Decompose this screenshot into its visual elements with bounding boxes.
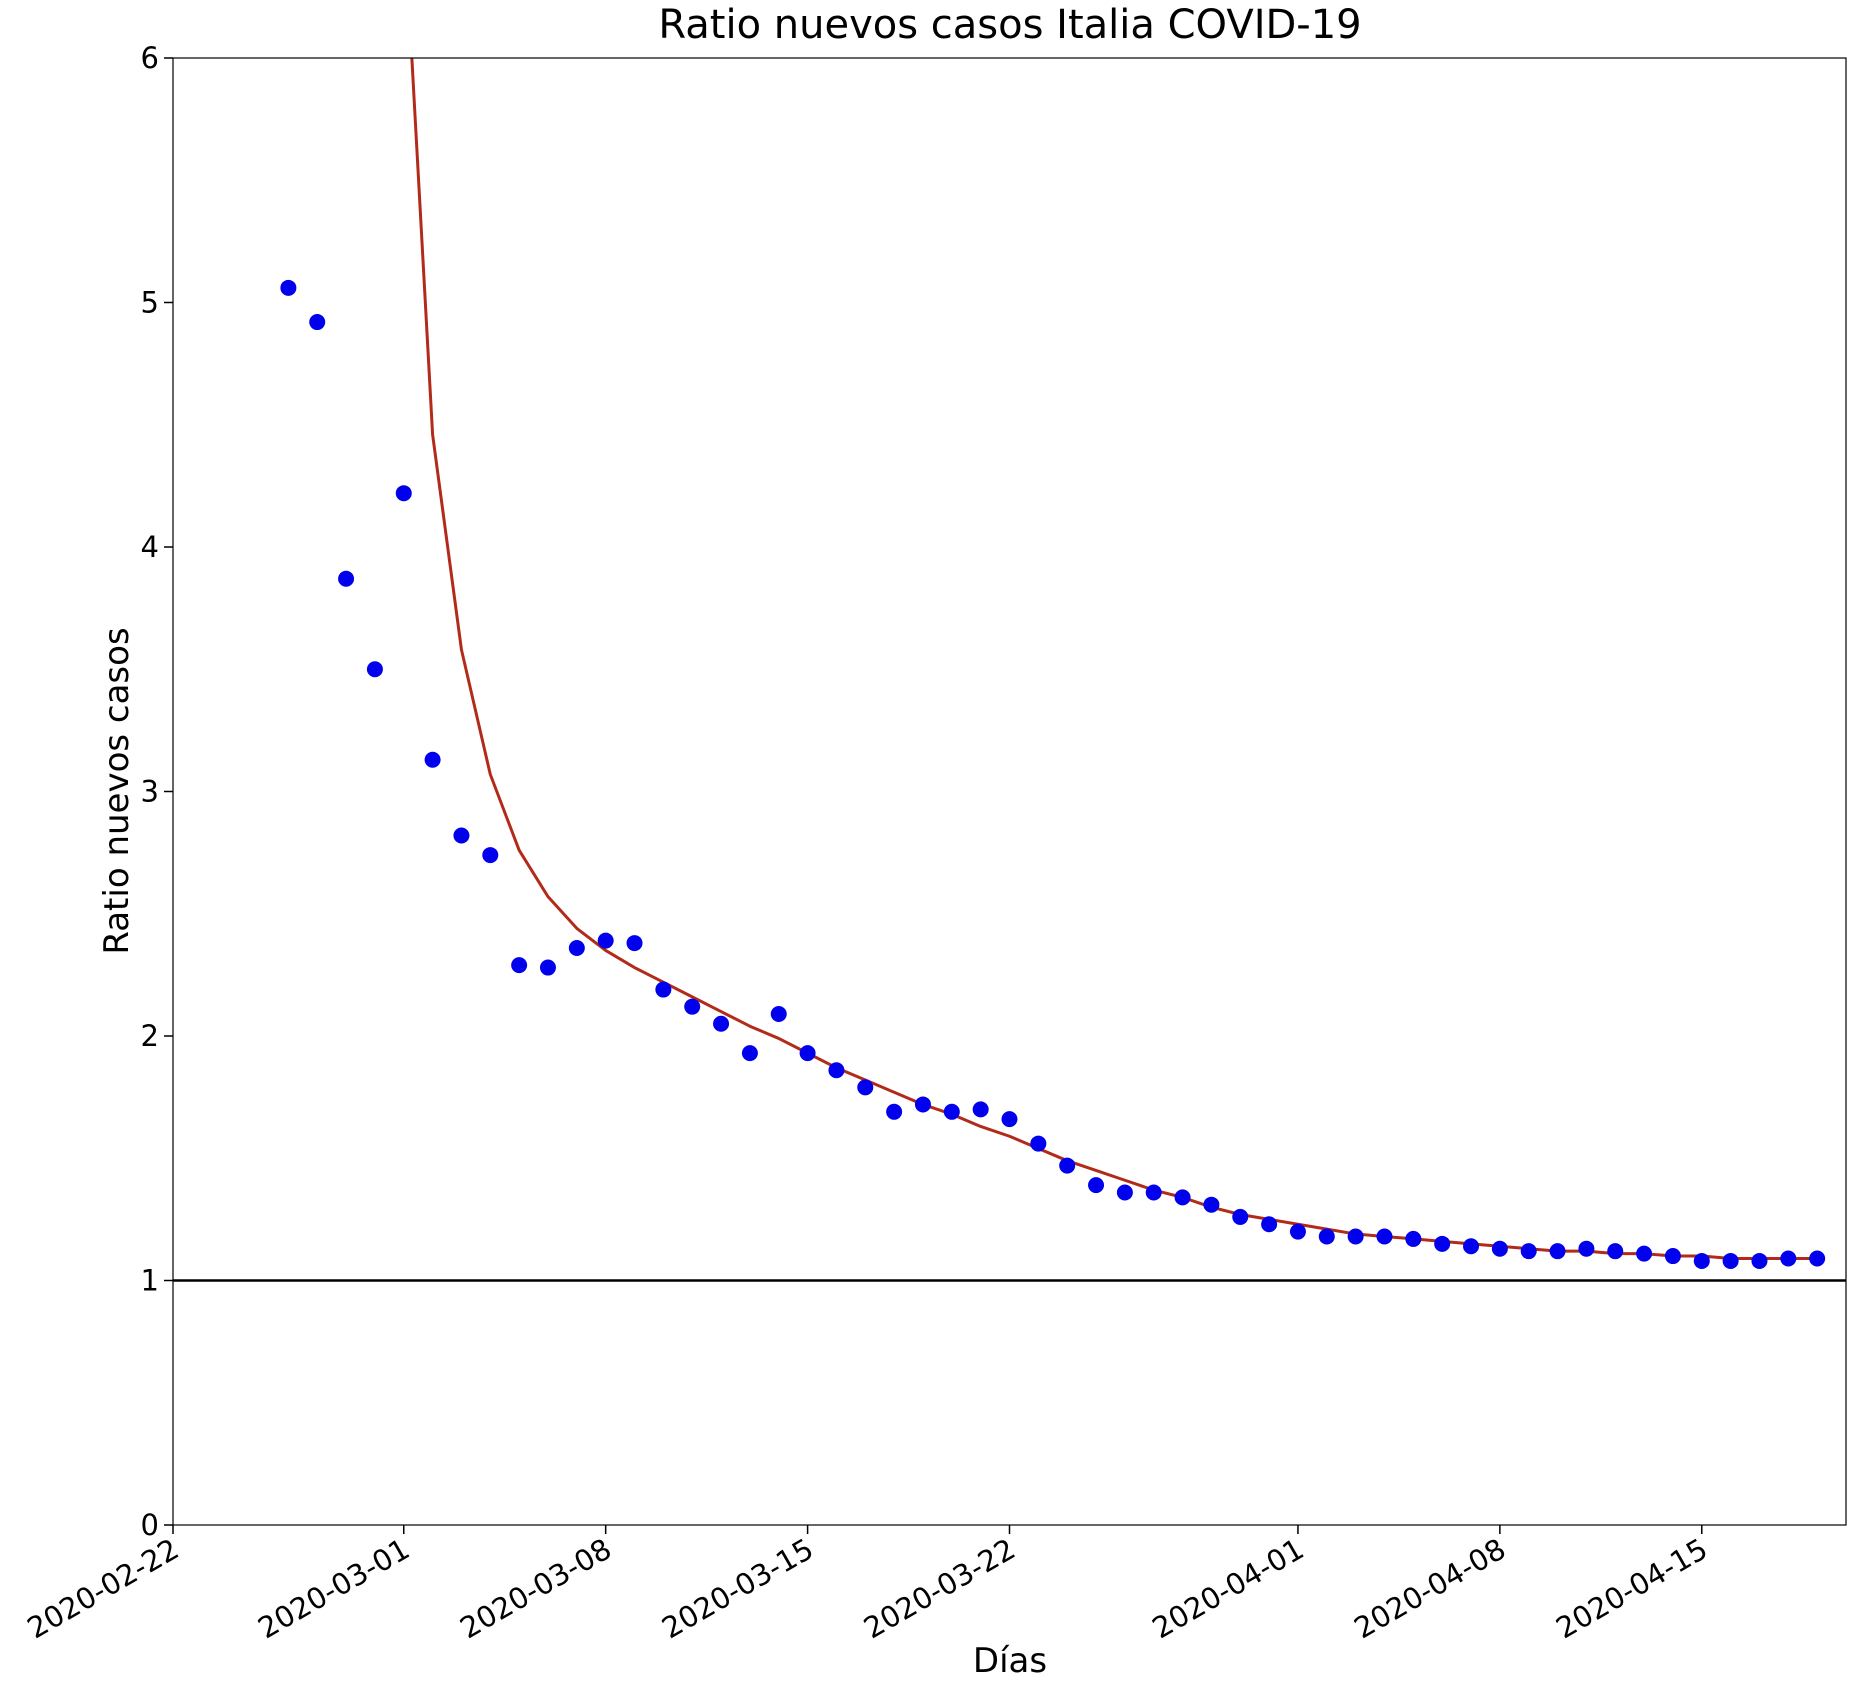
data-point	[1780, 1250, 1797, 1267]
data-point	[1636, 1245, 1653, 1262]
data-point	[309, 314, 326, 331]
x-tick-label: 2020-04-15	[1550, 1532, 1713, 1646]
x-tick-label: 2020-03-22	[858, 1532, 1021, 1646]
data-point	[1463, 1238, 1480, 1255]
data-point	[280, 279, 297, 296]
data-point	[1607, 1243, 1624, 1260]
x-axis-ticks: 2020-02-22 2020-03-01 2020-03-08 2020-03-15…	[22, 1525, 1713, 1646]
x-tick-label: 2020-04-08	[1348, 1532, 1511, 1646]
x-tick-label: 2020-03-15	[656, 1532, 819, 1646]
data-point	[1578, 1240, 1595, 1257]
data-point	[655, 981, 672, 998]
data-point	[1434, 1235, 1451, 1252]
data-point	[1549, 1243, 1566, 1260]
data-point	[1203, 1196, 1220, 1213]
data-point	[1722, 1252, 1739, 1269]
x-axis-label: Días	[973, 1641, 1047, 1681]
data-point	[1405, 1230, 1422, 1247]
data-point	[886, 1103, 903, 1120]
y-tick-label: 0	[141, 1508, 159, 1542]
data-point	[1751, 1252, 1768, 1269]
data-point	[1491, 1240, 1508, 1257]
chart-title: Ratio nuevos casos Italia COVID-19	[658, 2, 1361, 48]
data-point	[366, 661, 383, 678]
data-point	[741, 1045, 758, 1062]
data-point	[1116, 1184, 1133, 1201]
x-tick-label: 2020-04-01	[1146, 1532, 1309, 1646]
data-point	[1664, 1248, 1681, 1265]
data-point	[943, 1103, 960, 1120]
data-point	[539, 959, 556, 976]
data-point	[1261, 1216, 1278, 1233]
data-point	[453, 827, 470, 844]
data-point	[972, 1101, 989, 1118]
data-point	[424, 751, 441, 768]
y-axis-ticks: 0 1 2 3 4 5 6	[141, 41, 173, 1542]
data-point	[1088, 1177, 1105, 1194]
data-point	[799, 1045, 816, 1062]
plot-marks	[280, 58, 1826, 1269]
data-point	[1520, 1243, 1537, 1260]
data-point	[828, 1062, 845, 1079]
data-point	[1059, 1157, 1076, 1174]
data-point	[713, 1015, 730, 1032]
data-point	[597, 932, 614, 949]
y-axis-label: Ratio nuevos casos	[97, 627, 137, 954]
y-tick-label: 5	[141, 286, 159, 320]
data-point	[770, 1006, 787, 1022]
x-tick-label: 2020-03-08	[454, 1532, 617, 1646]
y-tick-label: 6	[141, 41, 159, 75]
y-tick-label: 3	[141, 775, 159, 809]
data-point	[511, 957, 528, 974]
y-tick-label: 1	[141, 1264, 159, 1298]
y-tick-label: 4	[141, 530, 159, 564]
data-point	[626, 935, 643, 952]
fit-line	[410, 58, 1818, 1260]
data-point	[1232, 1208, 1249, 1225]
data-point	[1289, 1223, 1306, 1240]
data-point	[1030, 1135, 1047, 1152]
data-point	[1318, 1228, 1335, 1245]
data-point	[568, 939, 585, 956]
x-tick-label: 2020-03-01	[252, 1532, 415, 1646]
plot-frame	[172, 57, 1847, 1526]
data-point	[1376, 1228, 1393, 1245]
data-point	[482, 847, 499, 864]
data-point	[1145, 1184, 1162, 1201]
data-point	[395, 485, 412, 502]
data-point	[338, 570, 355, 587]
y-tick-label: 2	[141, 1019, 159, 1053]
data-point	[684, 998, 701, 1015]
data-point	[1174, 1189, 1191, 1206]
data-point	[914, 1096, 931, 1113]
data-point	[1001, 1111, 1018, 1128]
data-point	[857, 1079, 874, 1096]
data-point	[1809, 1250, 1826, 1267]
x-tick-label: 2020-02-22	[22, 1532, 185, 1646]
data-point	[1693, 1252, 1710, 1269]
data-point	[1347, 1228, 1364, 1245]
